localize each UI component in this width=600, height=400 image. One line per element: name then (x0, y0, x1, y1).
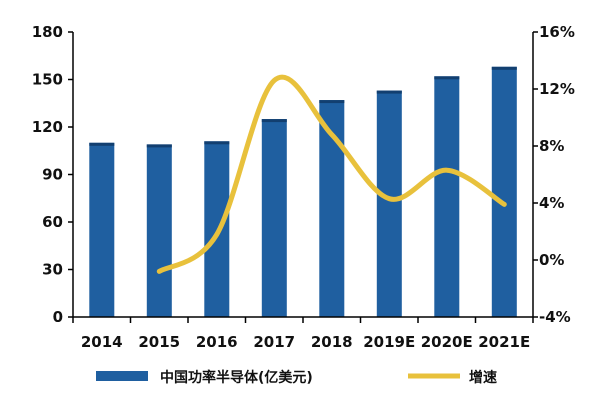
legend: 中国功率半导体(亿美元) 增速 (96, 369, 497, 386)
bar-2017 (261, 119, 287, 317)
left-tick-label: 60 (42, 213, 63, 231)
right-tick-label: 16% (539, 23, 575, 41)
right-tick-label: -4% (539, 308, 571, 326)
left-axis-ticks: 0 30 60 90 120 150 180 (32, 23, 73, 326)
right-tick-label: 8% (539, 137, 564, 155)
bar-top-2019E (376, 90, 402, 94)
left-tick-label: 120 (32, 118, 63, 136)
bar-top-2014 (89, 142, 115, 146)
bar-series (89, 66, 517, 318)
bar-top-2015 (146, 144, 172, 148)
right-tick-label: 4% (539, 194, 564, 212)
left-tick-label: 150 (32, 71, 63, 89)
left-tick-label: 30 (42, 261, 63, 279)
left-tick-label: 180 (32, 23, 63, 41)
x-tick-label: 2018 (311, 333, 353, 351)
bar-2016 (204, 141, 230, 318)
legend-line-label: 增速 (469, 369, 497, 386)
x-tick-label: 2014 (81, 333, 123, 351)
right-axis-ticks: -4% 0% 4% 8% 12% 16% (533, 23, 575, 326)
x-tick-label: 2016 (196, 333, 238, 351)
left-tick-label: 0 (53, 308, 63, 326)
bar-2015 (146, 144, 172, 317)
legend-bar-label: 中国功率半导体(亿美元) (160, 369, 313, 386)
left-tick-label: 90 (42, 166, 63, 184)
bar-top-2020E (434, 76, 460, 80)
x-tick-label: 2020E (421, 333, 473, 351)
x-tick-label: 2017 (253, 333, 295, 351)
bar-top-2017 (261, 119, 287, 123)
x-tick-label: 2015 (138, 333, 180, 351)
growth-line (156, 74, 507, 274)
right-tick-label: 12% (539, 80, 575, 98)
bar-2019E (376, 90, 402, 317)
bar-top-2016 (204, 141, 230, 145)
bar-2014 (89, 142, 115, 317)
bar-top-2018 (319, 100, 345, 104)
bar-top-2021E (491, 66, 517, 70)
x-tick-label: 2019E (363, 333, 415, 351)
x-axis-ticks: 2014 2015 2016 2017 2018 2019E 2020E 2021E (72, 317, 534, 351)
right-tick-label: 0% (539, 251, 564, 269)
bar-2021E (491, 66, 517, 317)
legend-bar-swatch (96, 371, 148, 381)
bar-2020E (434, 76, 460, 317)
x-tick-label: 2021E (478, 333, 530, 351)
